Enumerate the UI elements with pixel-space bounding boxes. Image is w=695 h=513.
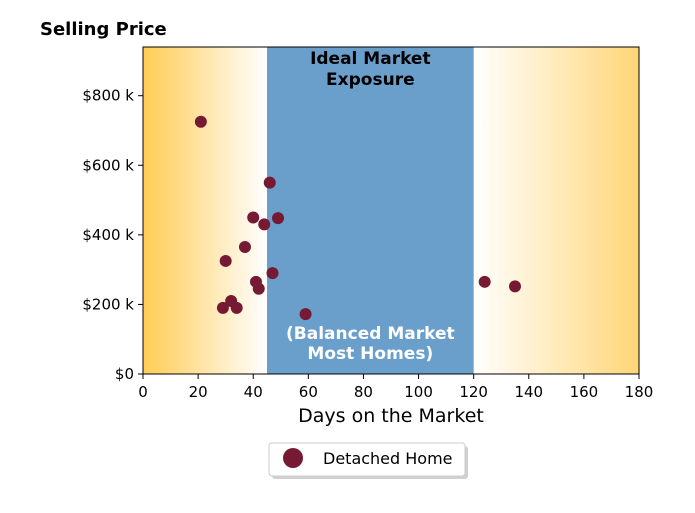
x-tick-label: 0 [138, 383, 148, 401]
x-tick-label: 80 [354, 383, 373, 401]
y-tick-label: $0 [115, 365, 134, 383]
data-point [299, 308, 312, 321]
x-tick-label: 40 [244, 383, 263, 401]
x-tick-label: 60 [299, 383, 318, 401]
band-label-top-line: Ideal Market [310, 49, 431, 69]
data-point [216, 301, 229, 314]
data-point [194, 115, 207, 128]
x-tick-label: 20 [189, 383, 208, 401]
data-point [478, 275, 491, 288]
right-gradient-region [473, 47, 639, 374]
plot-background [143, 47, 639, 374]
data-point [272, 212, 285, 225]
legend-marker [283, 448, 303, 468]
data-point [230, 301, 243, 314]
legend-box [268, 442, 466, 477]
data-point [509, 280, 521, 293]
y-tick-label: $400 k [82, 226, 134, 244]
data-point [238, 241, 251, 254]
x-tick-label: 180 [625, 383, 654, 401]
plot-frame [142, 46, 640, 375]
left-gradient-region [143, 47, 267, 374]
data-point [263, 176, 276, 189]
x-axis-label: Days on the Market [298, 405, 484, 427]
band-label-top-line: Exposure [326, 70, 415, 90]
legend: Detached Home [268, 442, 468, 479]
x-tick-label: 160 [570, 383, 599, 401]
ideal-band [267, 47, 474, 374]
legend-label: Detached Home [323, 449, 453, 468]
y-tick-label: $200 k [82, 295, 134, 313]
data-point [266, 267, 279, 280]
data-point [219, 254, 232, 267]
x-tick-label: 100 [404, 383, 433, 401]
y-tick-label: $800 k [82, 87, 134, 105]
x-tick-label: 120 [459, 383, 488, 401]
data-point [252, 282, 265, 295]
chart-title: Selling Price [40, 19, 167, 40]
y-tick-label: $600 k [82, 156, 134, 174]
axes: 0 20 40 60 80 100 120 140 160 180 $0 $200 k $400 k $6… [82, 46, 654, 401]
x-tick-label: 140 [514, 383, 543, 401]
band-label-bottom-line: Most Homes) [307, 344, 433, 364]
data-point [247, 211, 260, 224]
band-label-bottom-line: (Balanced Market [286, 324, 455, 344]
data-points [194, 115, 521, 321]
data-point [258, 218, 271, 231]
